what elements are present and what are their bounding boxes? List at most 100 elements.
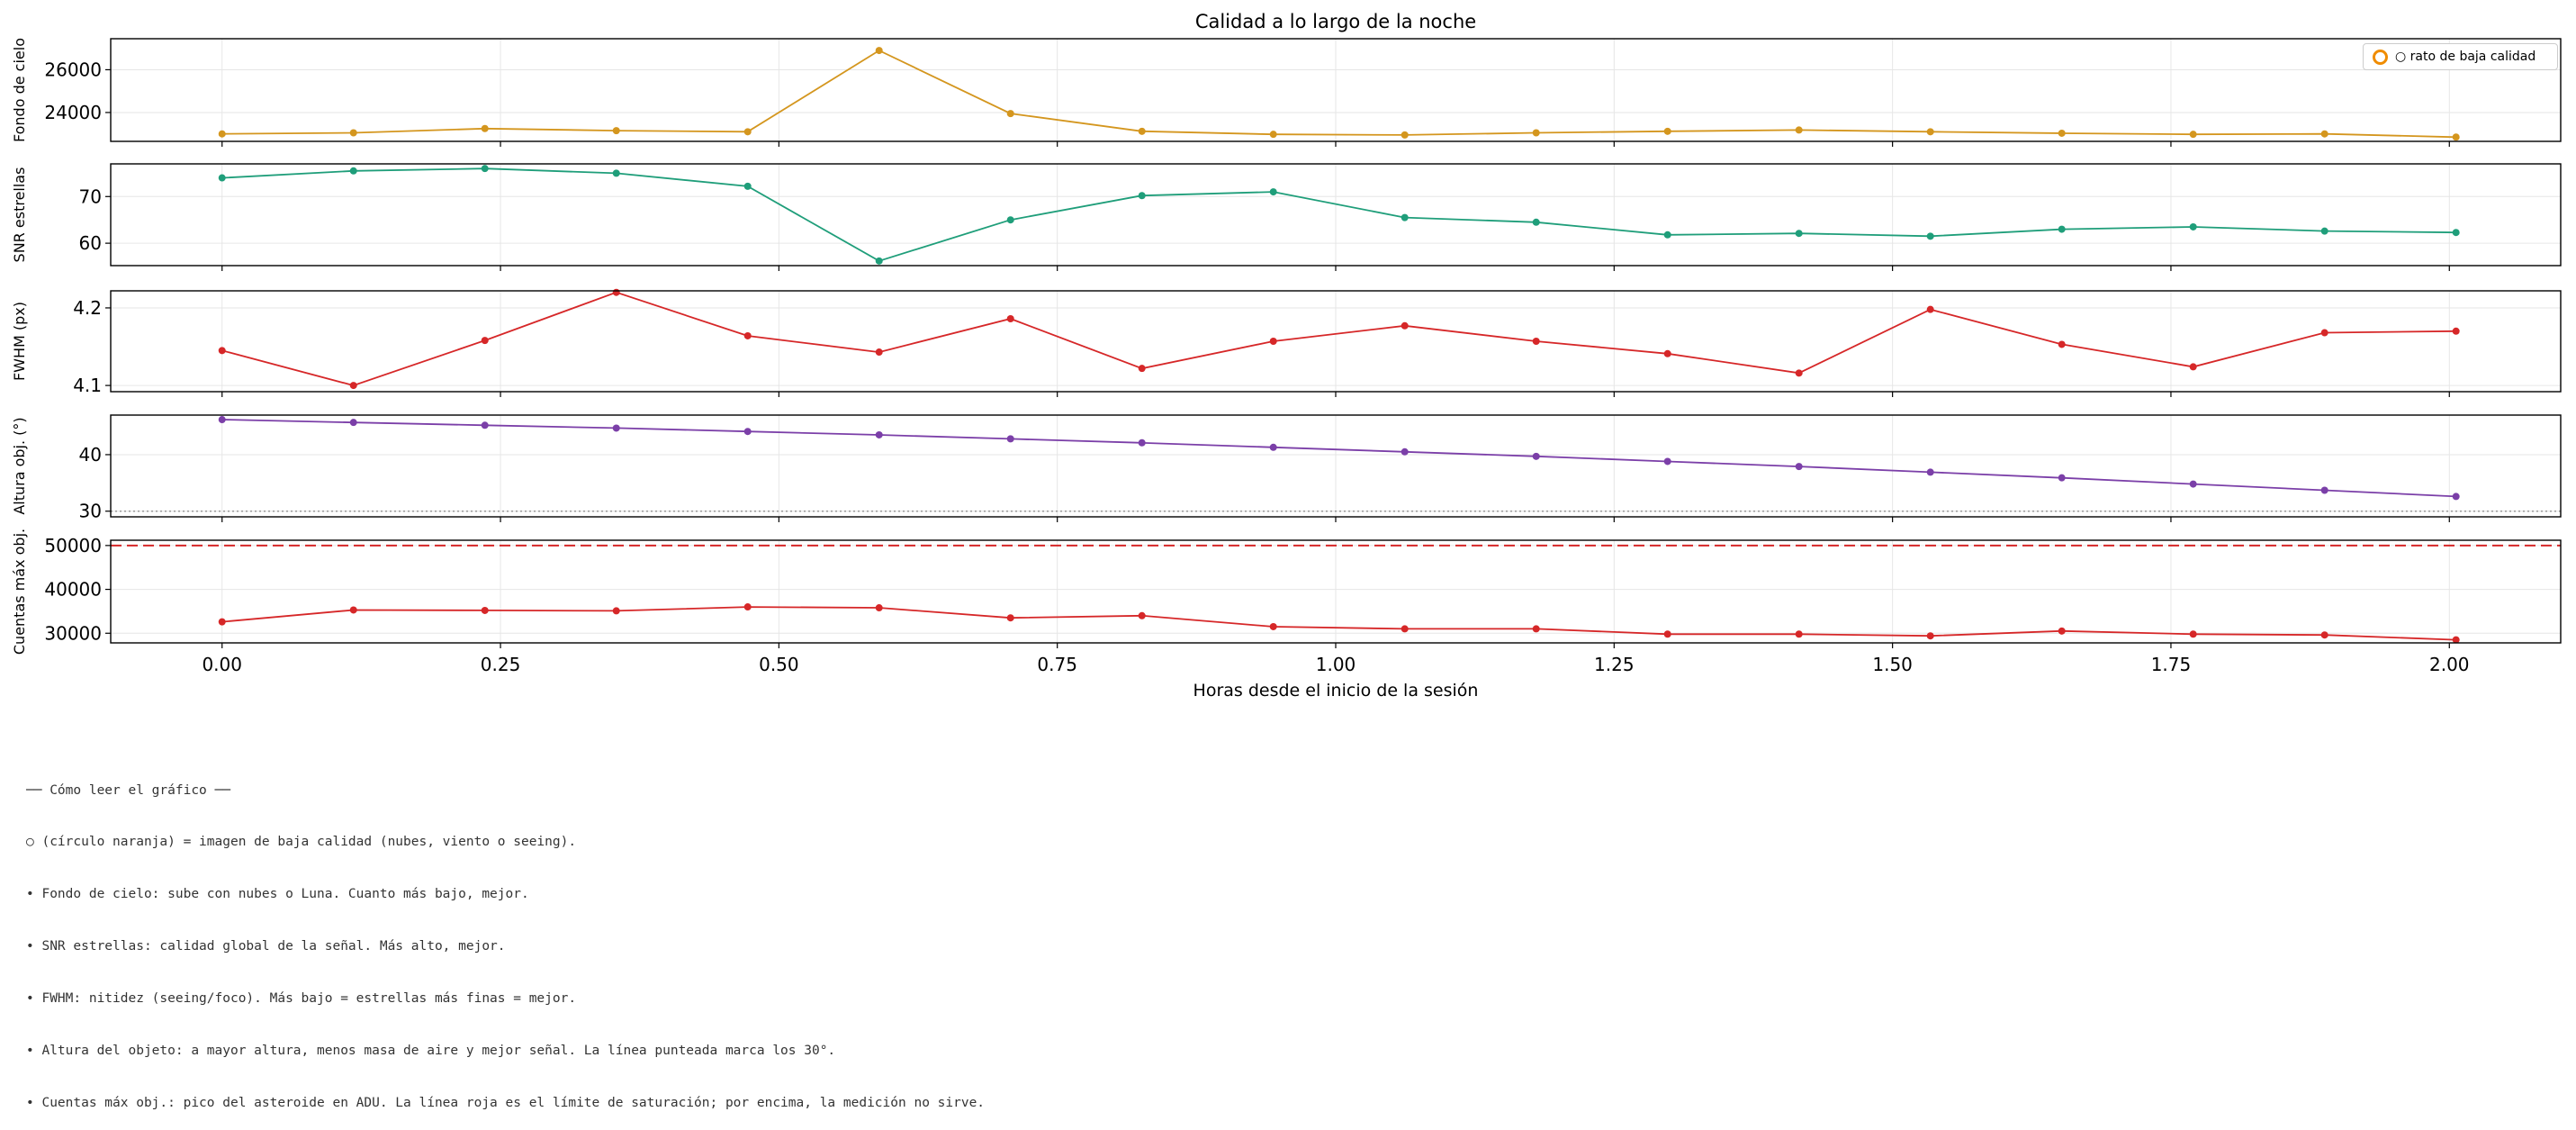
- data-point: [2320, 329, 2328, 337]
- y-axis-label: Cuentas máx obj.: [11, 529, 28, 655]
- data-point: [2058, 340, 2066, 348]
- data-point: [1926, 232, 1934, 240]
- data-point: [218, 347, 226, 355]
- data-point: [2452, 493, 2460, 501]
- data-point: [612, 424, 620, 432]
- legend: ○ rato de baja calidad: [2363, 43, 2558, 70]
- data-point: [2189, 222, 2197, 231]
- orange-circle-icon: [2373, 49, 2388, 65]
- data-point: [481, 165, 489, 173]
- data-point: [1006, 435, 1014, 443]
- panel-4: 30 40 Altura obj. (°): [11, 414, 2562, 522]
- data-point: [349, 382, 357, 390]
- data-point: [218, 618, 226, 626]
- x-tick-label: 1.75: [2151, 654, 2192, 675]
- note-line: ── Cómo leer el gráfico ──: [26, 782, 230, 798]
- quality-chart: Calidad a lo largo de la noche 24000 26000…: [11, 11, 2562, 701]
- note-line: • SNR estrellas: calidad global de la se…: [26, 939, 506, 954]
- data-point: [1532, 625, 1540, 633]
- data-point: [1269, 622, 1277, 630]
- series-line: [221, 50, 2456, 139]
- x-tick-label: 0.25: [481, 654, 521, 675]
- data-point: [612, 607, 620, 615]
- data-point: [743, 428, 752, 436]
- data-point: [1401, 625, 1409, 633]
- data-point: [2058, 474, 2066, 482]
- data-point: [1795, 230, 1803, 238]
- y-tick-label: 60: [79, 232, 102, 254]
- y-axis-label: FWHM (px): [11, 302, 28, 381]
- x-tick-label: 1.25: [1594, 654, 1635, 675]
- data-point: [1532, 338, 1540, 345]
- data-point: [1926, 468, 1934, 476]
- data-point: [2189, 131, 2197, 139]
- data-point: [349, 419, 357, 427]
- panel-5: 30000 40000 50000 Cuentas máx obj.: [11, 529, 2562, 655]
- data-point: [1401, 213, 1409, 221]
- y-tick-label: 50000: [44, 535, 102, 556]
- data-point: [2189, 363, 2197, 371]
- data-point: [349, 167, 357, 175]
- data-point: [1401, 447, 1409, 456]
- data-point: [2058, 129, 2066, 137]
- data-point: [349, 129, 357, 137]
- note-line: ○ (círculo naranja) = imagen de baja cal…: [26, 835, 577, 850]
- data-point: [1663, 457, 1671, 466]
- y-tick-label: 4.2: [73, 297, 102, 319]
- y-tick-label: 70: [79, 185, 102, 207]
- data-point: [2320, 130, 2328, 138]
- panel-frame: [110, 290, 2562, 393]
- data-point: [1795, 369, 1803, 377]
- data-point: [1926, 305, 1934, 313]
- series-line: [221, 419, 2456, 498]
- data-point: [612, 127, 620, 135]
- data-point: [1006, 110, 1014, 118]
- data-point: [1138, 127, 1146, 135]
- panel-frame: [110, 38, 2562, 142]
- data-point: [1663, 349, 1671, 357]
- data-point: [1138, 192, 1146, 200]
- data-point: [481, 606, 489, 614]
- data-point: [875, 257, 883, 265]
- x-tick-label: 0.00: [202, 654, 242, 675]
- data-point: [1795, 126, 1803, 134]
- y-tick-label: 24000: [44, 102, 102, 123]
- panel-2: 60 70 SNR estrellas: [11, 163, 2562, 271]
- series-line: [221, 606, 2456, 641]
- data-point: [1006, 315, 1014, 323]
- data-point: [1926, 128, 1934, 136]
- data-point: [1663, 127, 1671, 135]
- note-line: • Altura del objeto: a mayor altura, men…: [26, 1044, 836, 1059]
- data-point: [1926, 632, 1934, 640]
- chart-title: Calidad a lo largo de la noche: [1195, 11, 1476, 32]
- y-axis-label: Altura obj. (°): [11, 417, 28, 514]
- data-point: [1138, 611, 1146, 619]
- data-point: [1401, 131, 1409, 139]
- data-point: [1795, 463, 1803, 471]
- series-line: [221, 291, 2456, 387]
- data-point: [875, 604, 883, 612]
- note-line: • FWHM: nitidez (seeing/foco). Más bajo …: [26, 991, 577, 1007]
- data-point: [2320, 486, 2328, 494]
- data-point: [2452, 229, 2460, 237]
- note-line: • Cuentas máx obj.: pico del asteroide e…: [26, 1095, 986, 1110]
- data-point: [1138, 438, 1146, 447]
- data-point: [1138, 365, 1146, 373]
- y-tick-label: 40: [79, 444, 102, 466]
- y-tick-label: 30: [79, 501, 102, 522]
- y-axis-label: Fondo de cielo: [11, 38, 28, 142]
- y-axis-label: SNR estrellas: [11, 167, 28, 263]
- note-line: • Fondo de cielo: sube con nubes o Luna.…: [26, 887, 529, 902]
- data-point: [1532, 129, 1540, 137]
- x-axis-label: Horas desde el inicio de la sesión: [1193, 681, 1479, 701]
- panel-3: 4.1 4.2 FWHM (px): [11, 288, 2562, 397]
- data-point: [349, 606, 357, 614]
- data-point: [1269, 131, 1277, 139]
- data-point: [218, 174, 226, 182]
- series-line: [221, 167, 2456, 262]
- panel-1: 24000 26000 Fondo de cielo: [11, 38, 2562, 147]
- y-tick-label: 26000: [44, 59, 102, 80]
- y-tick-label: 4.1: [73, 375, 102, 396]
- y-tick-label: 30000: [44, 622, 102, 644]
- x-tick-label: 1.00: [1316, 654, 1356, 675]
